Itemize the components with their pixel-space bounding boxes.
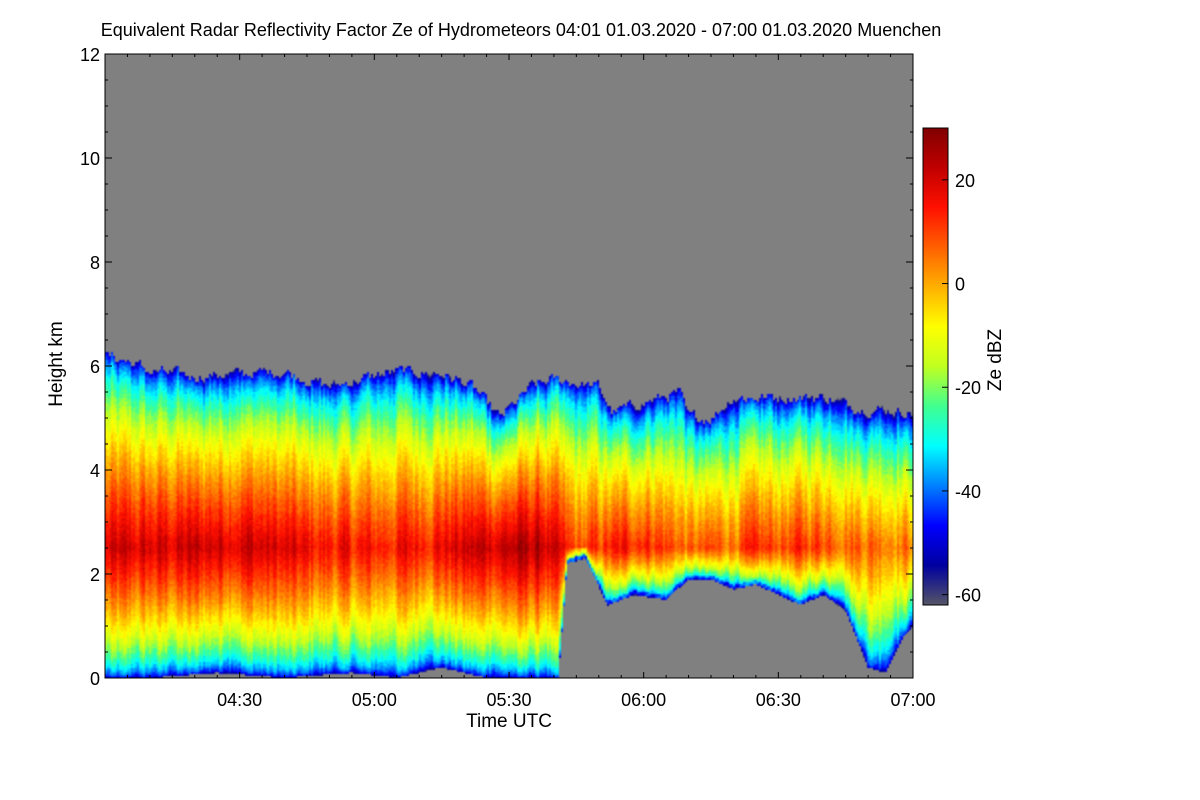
colorbar: [922, 127, 949, 606]
y-axis-label: Height km: [46, 321, 67, 407]
y-tick-label: 10: [80, 149, 100, 169]
x-axis-label: Time UTC: [466, 711, 552, 732]
x-tick-label: 05:30: [486, 690, 531, 710]
chart-title: Equivalent Radar Reflectivity Factor Ze …: [100, 20, 942, 40]
reflectivity-heatmap: [105, 54, 913, 678]
y-tick-label: 0: [90, 669, 100, 689]
y-tick-label: 2: [90, 565, 100, 585]
colorbar-tick-label: -40: [955, 482, 981, 502]
x-tick-label: 06:00: [621, 690, 666, 710]
colorbar-tick-label: -60: [955, 586, 981, 606]
colorbar-tick-label: -20: [955, 378, 981, 398]
x-tick-label: 06:30: [756, 690, 801, 710]
x-axis-ticks: 04:30 05:00 05:30 06:00 06:30 07:00: [126, 54, 936, 710]
y-tick-label: 6: [90, 357, 100, 377]
y-tick-label: 12: [80, 45, 100, 65]
y-tick-label: 4: [90, 461, 100, 481]
x-tick-label: 07:00: [890, 690, 935, 710]
colorbar-label: Ze dBZ: [985, 328, 1006, 391]
x-tick-label: 04:30: [217, 690, 262, 710]
colorbar-ticks: 20 0 -20 -40 -60: [942, 171, 981, 606]
x-tick-label: 05:00: [352, 690, 397, 710]
y-tick-label: 8: [90, 253, 100, 273]
y-axis-ticks: 0 2 4 6 8 10 12: [80, 45, 913, 689]
colorbar-tick-label: 0: [955, 275, 965, 295]
colorbar-tick-label: 20: [955, 171, 975, 191]
